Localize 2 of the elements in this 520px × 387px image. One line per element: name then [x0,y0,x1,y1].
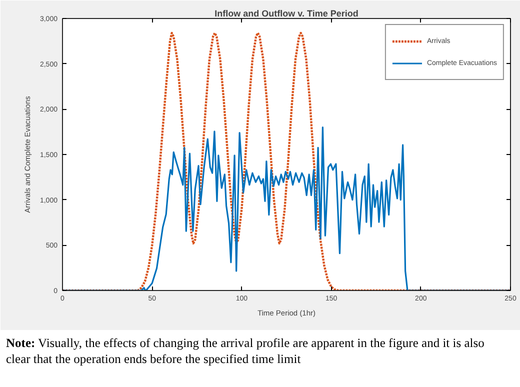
text: Note: Visually, the effects of changing the arrival profile are apparent in the figure and it is also clear that the operation ends before the specified time limit [6,336,486,368]
chart-title: Inflow and Outflow v. Time Period [214,8,358,18]
